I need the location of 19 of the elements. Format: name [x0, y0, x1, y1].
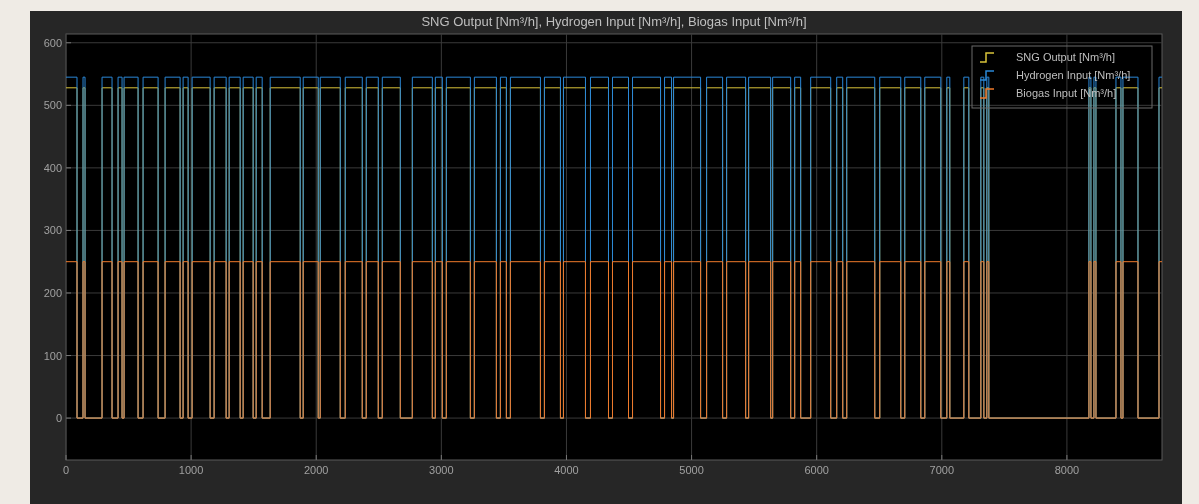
- series-label: Hydrogen Input [Nm³/h]: [1016, 69, 1131, 81]
- y-tick-label: 0: [55, 412, 62, 425]
- y-tick-label: 600: [43, 36, 62, 49]
- y-tick-label: 200: [43, 286, 62, 299]
- x-tick-label: 1000: [178, 464, 204, 476]
- legend-label: SNG Output [Nm³/h]: [1016, 51, 1116, 63]
- x-tick-label: 3000: [429, 464, 454, 476]
- y-tick-label: 500: [43, 99, 62, 112]
- x-tick-label: 8000: [1054, 464, 1080, 476]
- x-tick-label: 2000: [303, 464, 329, 476]
- x-tick-label: 6000: [804, 464, 829, 476]
- x-tick-label: 0: [62, 464, 70, 476]
- y-tick-label: 100: [43, 349, 62, 362]
- chart-title: SNG Output [Nm³/h], Hydrogen Input [Nm³/h], Biogas Input [Nm³/h]: [421, 14, 807, 29]
- x-tick-label: 4000: [554, 464, 579, 476]
- y-tick-label: 300: [43, 224, 62, 237]
- x-tick-label: 5000: [679, 464, 704, 476]
- x-tick-label: 7000: [929, 464, 955, 476]
- y-tick-label: 400: [43, 161, 62, 174]
